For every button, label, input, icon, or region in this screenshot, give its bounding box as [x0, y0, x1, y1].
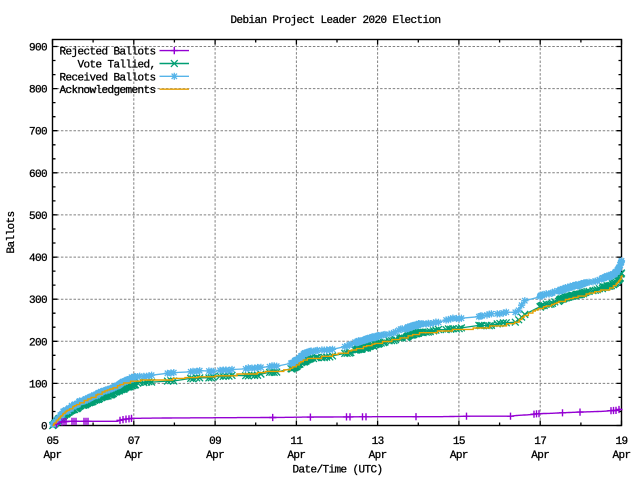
svg-text:Apr: Apr [43, 450, 61, 462]
svg-text:07: 07 [128, 436, 140, 448]
svg-text:Apr: Apr [531, 450, 549, 462]
svg-text:900: 900 [29, 43, 47, 55]
svg-text:Apr: Apr [369, 450, 387, 462]
svg-text:600: 600 [29, 169, 47, 181]
svg-text:Apr: Apr [450, 450, 468, 462]
svg-text:Debian Project Leader 2020 Ele: Debian Project Leader 2020 Election [230, 15, 440, 27]
svg-text:Rejected Ballots: Rejected Ballots [59, 47, 155, 59]
svg-text:700: 700 [29, 127, 47, 139]
svg-text:Apr: Apr [125, 450, 143, 462]
svg-text:Apr: Apr [287, 450, 305, 462]
svg-text:Apr: Apr [206, 450, 224, 462]
svg-text:100: 100 [29, 379, 47, 391]
svg-text:500: 500 [29, 211, 47, 223]
svg-text:400: 400 [29, 253, 47, 265]
svg-text:11: 11 [290, 436, 303, 448]
svg-text:15: 15 [453, 436, 465, 448]
svg-text:Ballots: Ballots [6, 211, 18, 253]
svg-text:13: 13 [372, 436, 384, 448]
svg-text:05: 05 [46, 436, 58, 448]
svg-text:200: 200 [29, 337, 47, 349]
svg-text:Received Ballots: Received Ballots [59, 72, 155, 84]
svg-text:0: 0 [41, 422, 47, 434]
svg-text:09: 09 [209, 436, 221, 448]
svg-text:19: 19 [615, 436, 627, 448]
svg-text:800: 800 [29, 85, 47, 97]
svg-text:Acknowledgements: Acknowledgements [59, 85, 155, 97]
svg-text:300: 300 [29, 295, 47, 307]
svg-text:17: 17 [534, 436, 546, 448]
svg-text:Date/Time (UTC): Date/Time (UTC) [292, 465, 382, 477]
svg-text:Apr: Apr [612, 450, 630, 462]
svg-text:Vote Tallied,: Vote Tallied, [77, 60, 155, 72]
